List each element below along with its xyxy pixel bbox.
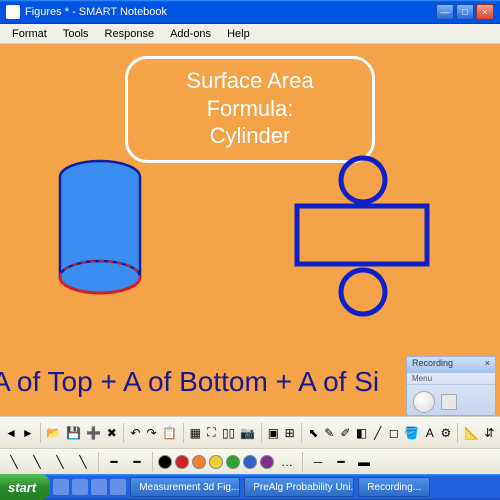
quicklaunch-icon[interactable] — [72, 479, 88, 495]
doc-camera-button[interactable]: ▣ — [267, 423, 280, 443]
title-line1: Surface Area Formula: — [154, 67, 346, 122]
record-button[interactable] — [413, 391, 435, 413]
creative-pen-button[interactable]: ✐ — [339, 423, 352, 443]
close-button[interactable]: × — [476, 4, 494, 20]
screen-shade-button[interactable]: ▦ — [189, 423, 202, 443]
next-page-button[interactable]: ► — [21, 423, 35, 443]
menubar: Format Tools Response Add-ons Help — [0, 24, 500, 44]
menu-format[interactable]: Format — [4, 28, 55, 40]
quicklaunch-icon[interactable] — [53, 479, 69, 495]
quicklaunch-icon[interactable] — [91, 479, 107, 495]
line-med[interactable]: ━ — [331, 452, 351, 472]
maximize-button[interactable]: □ — [456, 4, 474, 20]
select-button[interactable]: ⬉ — [307, 423, 320, 443]
separator — [98, 452, 99, 472]
color-purple[interactable] — [260, 455, 274, 469]
shapes-button[interactable]: ◻ — [387, 423, 400, 443]
separator — [261, 423, 262, 443]
pen-button[interactable]: ✎ — [323, 423, 336, 443]
stop-button[interactable] — [441, 394, 457, 410]
color-blue[interactable] — [243, 455, 257, 469]
table-button[interactable]: ⊞ — [283, 423, 296, 443]
pen-style-3[interactable]: ╲ — [50, 452, 70, 472]
cylinder-shape[interactable] — [55, 159, 145, 299]
start-button[interactable]: start — [0, 474, 50, 500]
pen-style-4[interactable]: ╲ — [73, 452, 93, 472]
recording-title: Recording — [412, 358, 453, 372]
app-icon — [6, 5, 20, 19]
separator — [301, 423, 302, 443]
separator — [40, 423, 41, 443]
separator — [302, 452, 303, 472]
separator — [457, 423, 458, 443]
pen-style-2[interactable]: ╲ — [27, 452, 47, 472]
dual-page-button[interactable]: ▯▯ — [221, 423, 236, 443]
color-orange[interactable] — [192, 455, 206, 469]
highlighter-2[interactable]: ━ — [127, 452, 147, 472]
menu-addons[interactable]: Add-ons — [162, 28, 219, 40]
fullscreen-button[interactable]: ⛶ — [205, 423, 218, 443]
task-item[interactable]: Recording... — [358, 477, 430, 497]
paste-button[interactable]: 📋 — [161, 423, 178, 443]
measurement-button[interactable]: 📐 — [463, 423, 480, 443]
menu-help[interactable]: Help — [219, 28, 258, 40]
more-colors-button[interactable]: … — [277, 452, 297, 472]
window-title: Figures * - SMART Notebook — [25, 6, 167, 18]
fill-button[interactable]: 🪣 — [403, 423, 420, 443]
pen-toolbar: ╲ ╲ ╲ ╲ ━ ━ … ─ ━ ▬ — [0, 448, 500, 474]
main-toolbar: ◄ ► 📂 💾 ➕ ✖ ↶ ↷ 📋 ▦ ⛶ ▯▯ 📷 ▣ ⊞ ⬉ ✎ ✐ ◧ ╱… — [0, 416, 500, 448]
formula-text[interactable]: A of Top + A of Bottom + A of Si — [0, 366, 379, 398]
line-thin[interactable]: ─ — [308, 452, 328, 472]
eraser-button[interactable]: ◧ — [355, 423, 368, 443]
recording-panel[interactable]: Recording × Menu — [406, 356, 496, 416]
add-page-button[interactable]: ➕ — [85, 423, 102, 443]
task-item[interactable]: PreAlg Probability Uni... — [244, 477, 354, 497]
delete-button[interactable]: ✖ — [105, 423, 118, 443]
taskbar: start Measurement 3d Fig... PreAlg Proba… — [0, 474, 500, 500]
highlighter-1[interactable]: ━ — [104, 452, 124, 472]
capture-button[interactable]: 📷 — [239, 423, 256, 443]
title-line2: Cylinder — [154, 122, 346, 150]
color-green[interactable] — [226, 455, 240, 469]
prev-page-button[interactable]: ◄ — [4, 423, 18, 443]
recording-close-icon[interactable]: × — [485, 358, 490, 372]
window-titlebar: Figures * - SMART Notebook — □ × — [0, 0, 500, 24]
line-thick[interactable]: ▬ — [354, 452, 374, 472]
undo-button[interactable]: ↶ — [129, 423, 142, 443]
menu-tools[interactable]: Tools — [55, 28, 97, 40]
cylinder-net[interactable] — [285, 154, 435, 324]
quicklaunch-icon[interactable] — [110, 479, 126, 495]
task-item[interactable]: Measurement 3d Fig... — [130, 477, 240, 497]
title-box[interactable]: Surface Area Formula: Cylinder — [125, 56, 375, 163]
properties-button[interactable]: ⚙ — [439, 423, 452, 443]
separator — [183, 423, 184, 443]
recording-menu[interactable]: Menu — [407, 373, 495, 385]
menu-response[interactable]: Response — [97, 28, 163, 40]
color-red[interactable] — [175, 455, 189, 469]
redo-button[interactable]: ↷ — [145, 423, 158, 443]
move-toolbar-button[interactable]: ⇵ — [483, 423, 496, 443]
color-yellow[interactable] — [209, 455, 223, 469]
pen-style-1[interactable]: ╲ — [4, 452, 24, 472]
line-button[interactable]: ╱ — [371, 423, 384, 443]
color-black[interactable] — [158, 455, 172, 469]
minimize-button[interactable]: — — [436, 4, 454, 20]
separator — [123, 423, 124, 443]
save-button[interactable]: 💾 — [65, 423, 82, 443]
text-button[interactable]: A — [423, 423, 436, 443]
separator — [152, 452, 153, 472]
open-button[interactable]: 📂 — [45, 423, 62, 443]
